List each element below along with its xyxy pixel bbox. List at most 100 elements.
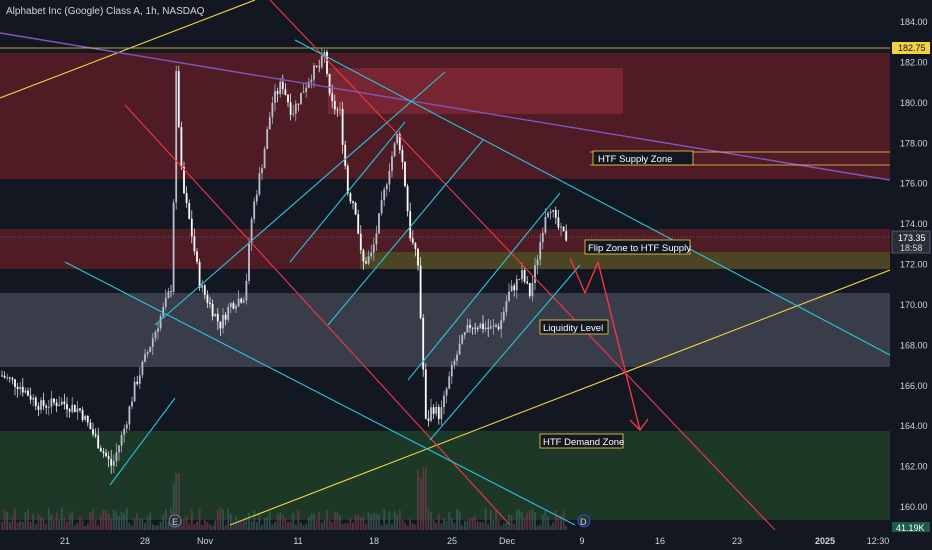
candle-body — [297, 103, 300, 105]
dividend-marker-label: D — [580, 517, 587, 527]
volume-bar — [557, 515, 560, 530]
volume-bar — [396, 514, 399, 530]
volume-bar — [432, 519, 435, 530]
time-axis[interactable] — [0, 532, 932, 550]
time-tick: 25 — [447, 536, 457, 546]
candle-body — [63, 401, 66, 405]
candle-body — [508, 291, 510, 302]
annotation-liquidity[interactable]: Liquidity Level — [539, 319, 609, 335]
volume-bar — [198, 508, 201, 530]
volume-bar — [1, 521, 3, 530]
volume-bar — [245, 516, 248, 530]
candle-body — [274, 91, 276, 103]
volume-bar — [40, 517, 42, 530]
cyan-channel-bottom — [64, 261, 576, 526]
volume-bar — [456, 509, 458, 530]
price-tick: 182.00 — [900, 57, 928, 67]
candle-body — [81, 410, 84, 420]
annotation-demand[interactable]: HTF Demand Zone — [539, 433, 624, 449]
volume-bar — [307, 517, 310, 530]
volume-bar — [437, 513, 440, 530]
volume-bar — [151, 524, 154, 530]
candle-body — [411, 238, 414, 243]
volume-bar — [219, 508, 222, 530]
annotation-flip[interactable]: Flip Zone to HTF Supply — [584, 239, 691, 255]
candle-body — [89, 422, 92, 430]
annotation-supply-label: HTF Supply Zone — [598, 154, 672, 165]
volume-bar — [258, 512, 261, 530]
volume-bar — [406, 525, 409, 530]
candle-body — [409, 211, 412, 239]
volume-bar — [513, 523, 516, 530]
dividend-marker[interactable]: D — [577, 514, 591, 528]
price-tick: 184.00 — [900, 17, 928, 27]
volume-bar — [92, 509, 94, 530]
volume-bar — [53, 519, 55, 530]
candle-body — [521, 270, 523, 280]
candle-body — [232, 303, 235, 309]
candle-body — [448, 376, 451, 389]
candle-body — [333, 101, 336, 110]
candle-body — [276, 91, 279, 94]
volume-bar — [372, 513, 375, 530]
volume-bar — [378, 514, 380, 530]
candle-body — [144, 354, 146, 362]
level-badge: 182.75 — [892, 42, 930, 54]
candle-body — [71, 404, 74, 412]
candle-body — [305, 87, 308, 92]
candle-body — [339, 108, 341, 110]
volume-bar — [495, 510, 497, 530]
candle-body — [401, 149, 404, 163]
volume-bar — [362, 516, 365, 530]
volume-bar — [297, 510, 300, 530]
volume-bar — [380, 525, 383, 530]
candle-body — [68, 409, 71, 412]
volume-bar — [430, 512, 432, 530]
candle-body — [193, 236, 196, 252]
volume-bar — [440, 523, 443, 530]
volume-bar — [375, 513, 378, 530]
annotation-supply[interactable]: HTF Supply Zone — [592, 150, 694, 166]
volume-bar — [190, 509, 193, 530]
earnings-marker[interactable]: E — [168, 514, 182, 528]
volume-bar — [105, 509, 107, 530]
candle-body — [183, 167, 185, 194]
volume-bar — [276, 513, 279, 530]
price-tick: 170.00 — [900, 300, 928, 310]
candle-body — [94, 434, 97, 436]
candle-body — [500, 320, 503, 329]
volume-bar — [224, 524, 227, 530]
volume-bar — [313, 514, 315, 530]
level-badge-label: 182.75 — [898, 43, 926, 53]
volume-bar — [55, 512, 58, 530]
volume-bar — [419, 477, 422, 530]
candle-body — [430, 407, 432, 421]
candle-body — [73, 404, 76, 412]
candle-body — [219, 321, 222, 329]
candle-body — [453, 360, 456, 365]
volume-bar — [292, 513, 295, 530]
candle-body — [255, 194, 258, 202]
candle-body — [92, 429, 94, 435]
candle-body — [110, 458, 113, 466]
candles-layer — [1, 47, 568, 474]
volume-bar — [287, 521, 289, 530]
price-axis[interactable] — [890, 0, 932, 550]
time-tick: 23 — [732, 536, 742, 546]
volume-bar — [68, 513, 71, 530]
volume-bar — [404, 522, 406, 530]
candle-body — [279, 81, 282, 94]
volume-bar — [302, 525, 305, 530]
volume-bar — [214, 520, 217, 530]
cyan-line-c — [289, 121, 406, 263]
candle-body — [190, 218, 193, 237]
candle-body — [466, 324, 469, 333]
volume-bar — [3, 510, 6, 530]
candle-body — [66, 404, 68, 410]
candle-body — [502, 311, 505, 321]
candle-body — [253, 201, 256, 220]
candle-body — [131, 401, 133, 407]
volume-bar — [391, 524, 393, 530]
